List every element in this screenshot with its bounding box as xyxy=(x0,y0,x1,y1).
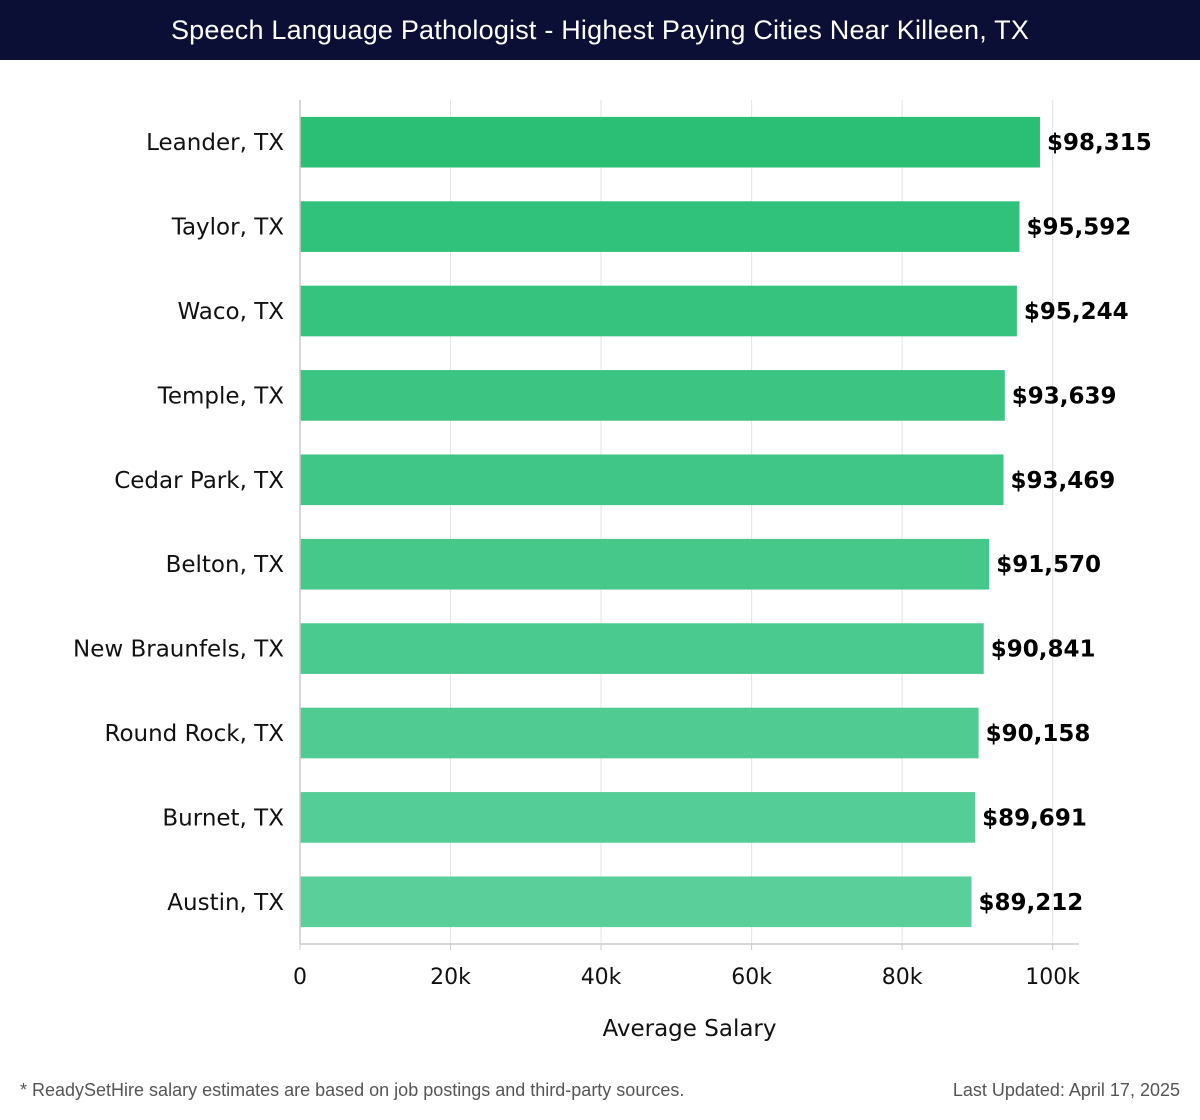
bar xyxy=(300,623,984,674)
x-axis-title: Average Salary xyxy=(602,1016,776,1042)
x-tick-label: 20k xyxy=(430,965,471,990)
bar xyxy=(300,792,976,843)
category-label: New Braunfels, TX xyxy=(73,637,284,663)
bars xyxy=(300,116,1040,928)
value-label: $91,570 xyxy=(996,552,1101,578)
x-tick-label: 80k xyxy=(882,965,923,990)
category-label: Round Rock, TX xyxy=(105,721,285,747)
category-label: Temple, TX xyxy=(157,383,285,409)
axes: 0 20k 40k 60k 80k 100k Average Salary xyxy=(293,100,1080,1042)
x-tick-label: 40k xyxy=(581,965,622,990)
footer-note: * ReadySetHire salary estimates are base… xyxy=(20,1080,685,1100)
value-label: $90,158 xyxy=(986,721,1091,747)
bar-chart: Leander, TX $98,315 Taylor, TX $95,592 Waco,… xyxy=(73,100,1152,1042)
bar xyxy=(300,370,1005,421)
bar xyxy=(300,876,972,928)
value-label: $93,639 xyxy=(1012,383,1117,409)
bar xyxy=(300,285,1017,337)
value-label: $89,691 xyxy=(982,805,1087,831)
value-label: $93,469 xyxy=(1011,468,1116,494)
bar xyxy=(300,116,1040,168)
category-label: Leander, TX xyxy=(146,130,284,156)
value-label: $90,841 xyxy=(991,637,1096,663)
labels: Leander, TX $98,315 Taylor, TX $95,592 Waco,… xyxy=(73,130,1152,916)
x-tick-label: 0 xyxy=(293,965,307,990)
category-label: Cedar Park, TX xyxy=(114,468,284,494)
bar xyxy=(300,454,1004,506)
category-label: Burnet, TX xyxy=(162,805,284,831)
bar xyxy=(300,538,990,590)
bar xyxy=(300,201,1020,252)
category-label: Taylor, TX xyxy=(171,215,285,241)
value-label: $95,244 xyxy=(1024,299,1129,325)
category-label: Austin, TX xyxy=(167,890,284,916)
category-label: Belton, TX xyxy=(166,552,285,578)
x-tick-label: 100k xyxy=(1025,965,1080,990)
chart-title: Speech Language Pathologist - Highest Pa… xyxy=(0,0,1200,60)
value-label: $95,592 xyxy=(1026,215,1131,241)
x-tick-label: 60k xyxy=(731,965,772,990)
category-label: Waco, TX xyxy=(177,299,284,325)
value-label: $98,315 xyxy=(1047,130,1152,156)
bar xyxy=(300,707,979,759)
last-updated: Last Updated: April 17, 2025 xyxy=(952,1080,1180,1100)
value-label: $89,212 xyxy=(978,890,1083,916)
